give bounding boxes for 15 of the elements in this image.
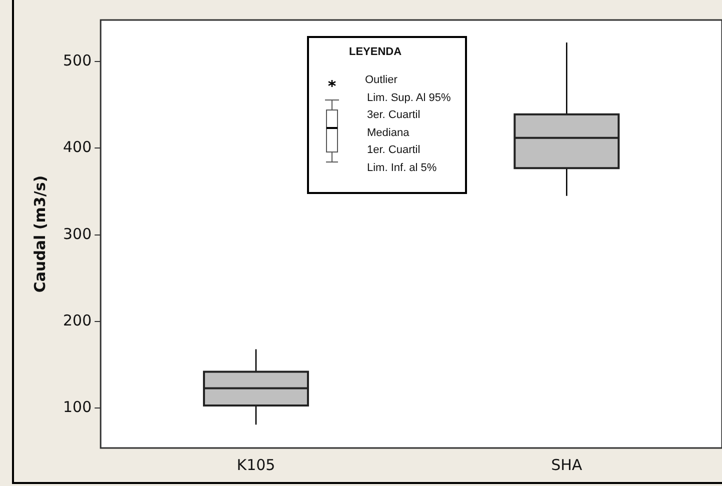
y-axis-title: Caudal (m3/s) — [30, 175, 49, 293]
y-tick-label: 500 — [62, 51, 92, 70]
y-tick-label: 100 — [62, 398, 92, 416]
legend-title: LEYENDA — [349, 46, 402, 58]
annotation: Outlier — [365, 74, 398, 86]
annotation: 3er. Cuartil — [367, 109, 420, 121]
annotation: Lim. Inf. al 5% — [367, 162, 437, 174]
annotation: Lim. Sup. Al 95% — [367, 92, 451, 104]
y-tick-label: 200 — [62, 311, 92, 330]
y-tick-label: 400 — [62, 138, 92, 156]
annotation: 1er. Cuartil — [367, 144, 420, 156]
x-tick-label: SHA — [551, 456, 583, 474]
annotation: Mediana — [367, 126, 410, 138]
x-tick-label: K105 — [236, 456, 276, 474]
y-tick-label: 300 — [62, 224, 92, 243]
